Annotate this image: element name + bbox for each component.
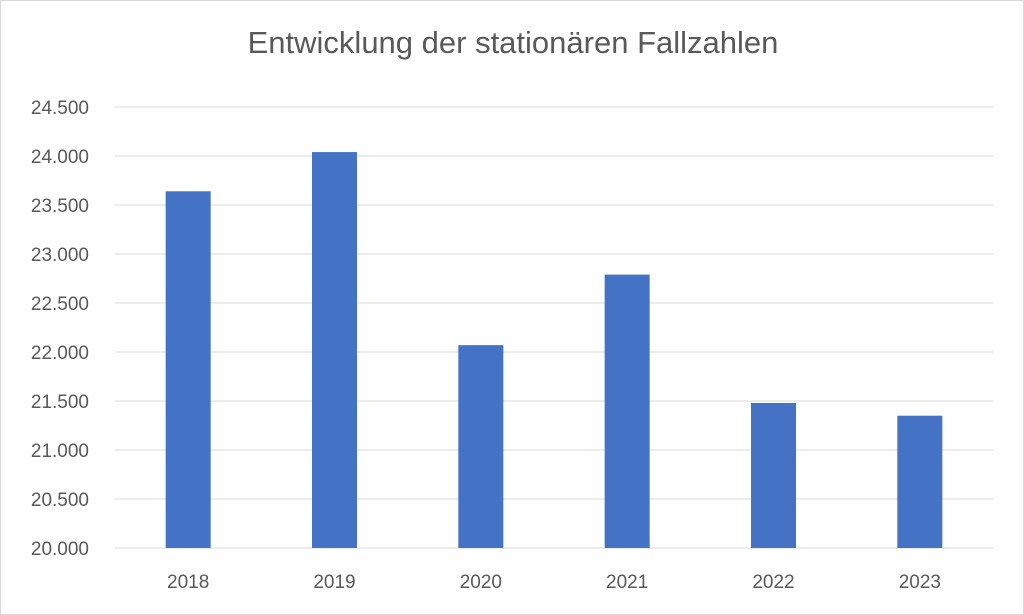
bar-2018 [165,191,211,548]
bar-2020 [458,345,504,548]
y-axis-tick-labels: 20.000 20.500 21.000 21.500 22.000 22.500 23.0… [31,98,89,560]
gridlines [115,106,993,549]
x-axis-tick-labels: 2018 2019 2020 2021 2022 2023 [167,572,941,593]
x-tick-label: 2018 [167,572,209,593]
bar-2023 [897,415,943,548]
y-tick-label: 23.500 [31,196,89,217]
y-tick-label: 23.000 [31,245,89,266]
bar-2019 [312,152,357,548]
bar-2022 [751,402,796,548]
bar-2021 [604,274,650,548]
y-tick-label: 22.000 [31,343,89,364]
x-tick-label: 2020 [460,572,502,593]
x-tick-label: 2022 [752,572,794,593]
y-tick-label: 20.500 [31,490,89,511]
x-tick-label: 2021 [606,572,648,593]
bars [165,152,943,548]
chart-title: Entwicklung der stationären Fallzahlen [247,25,779,60]
y-tick-label: 20.000 [31,539,89,560]
y-tick-label: 21.500 [31,392,89,413]
y-tick-label: 22.500 [31,294,89,315]
y-tick-label: 24.500 [31,98,89,119]
y-tick-label: 21.000 [31,441,89,462]
x-tick-label: 2023 [899,572,941,593]
y-tick-label: 24.000 [31,147,89,168]
x-tick-label: 2019 [313,572,355,593]
